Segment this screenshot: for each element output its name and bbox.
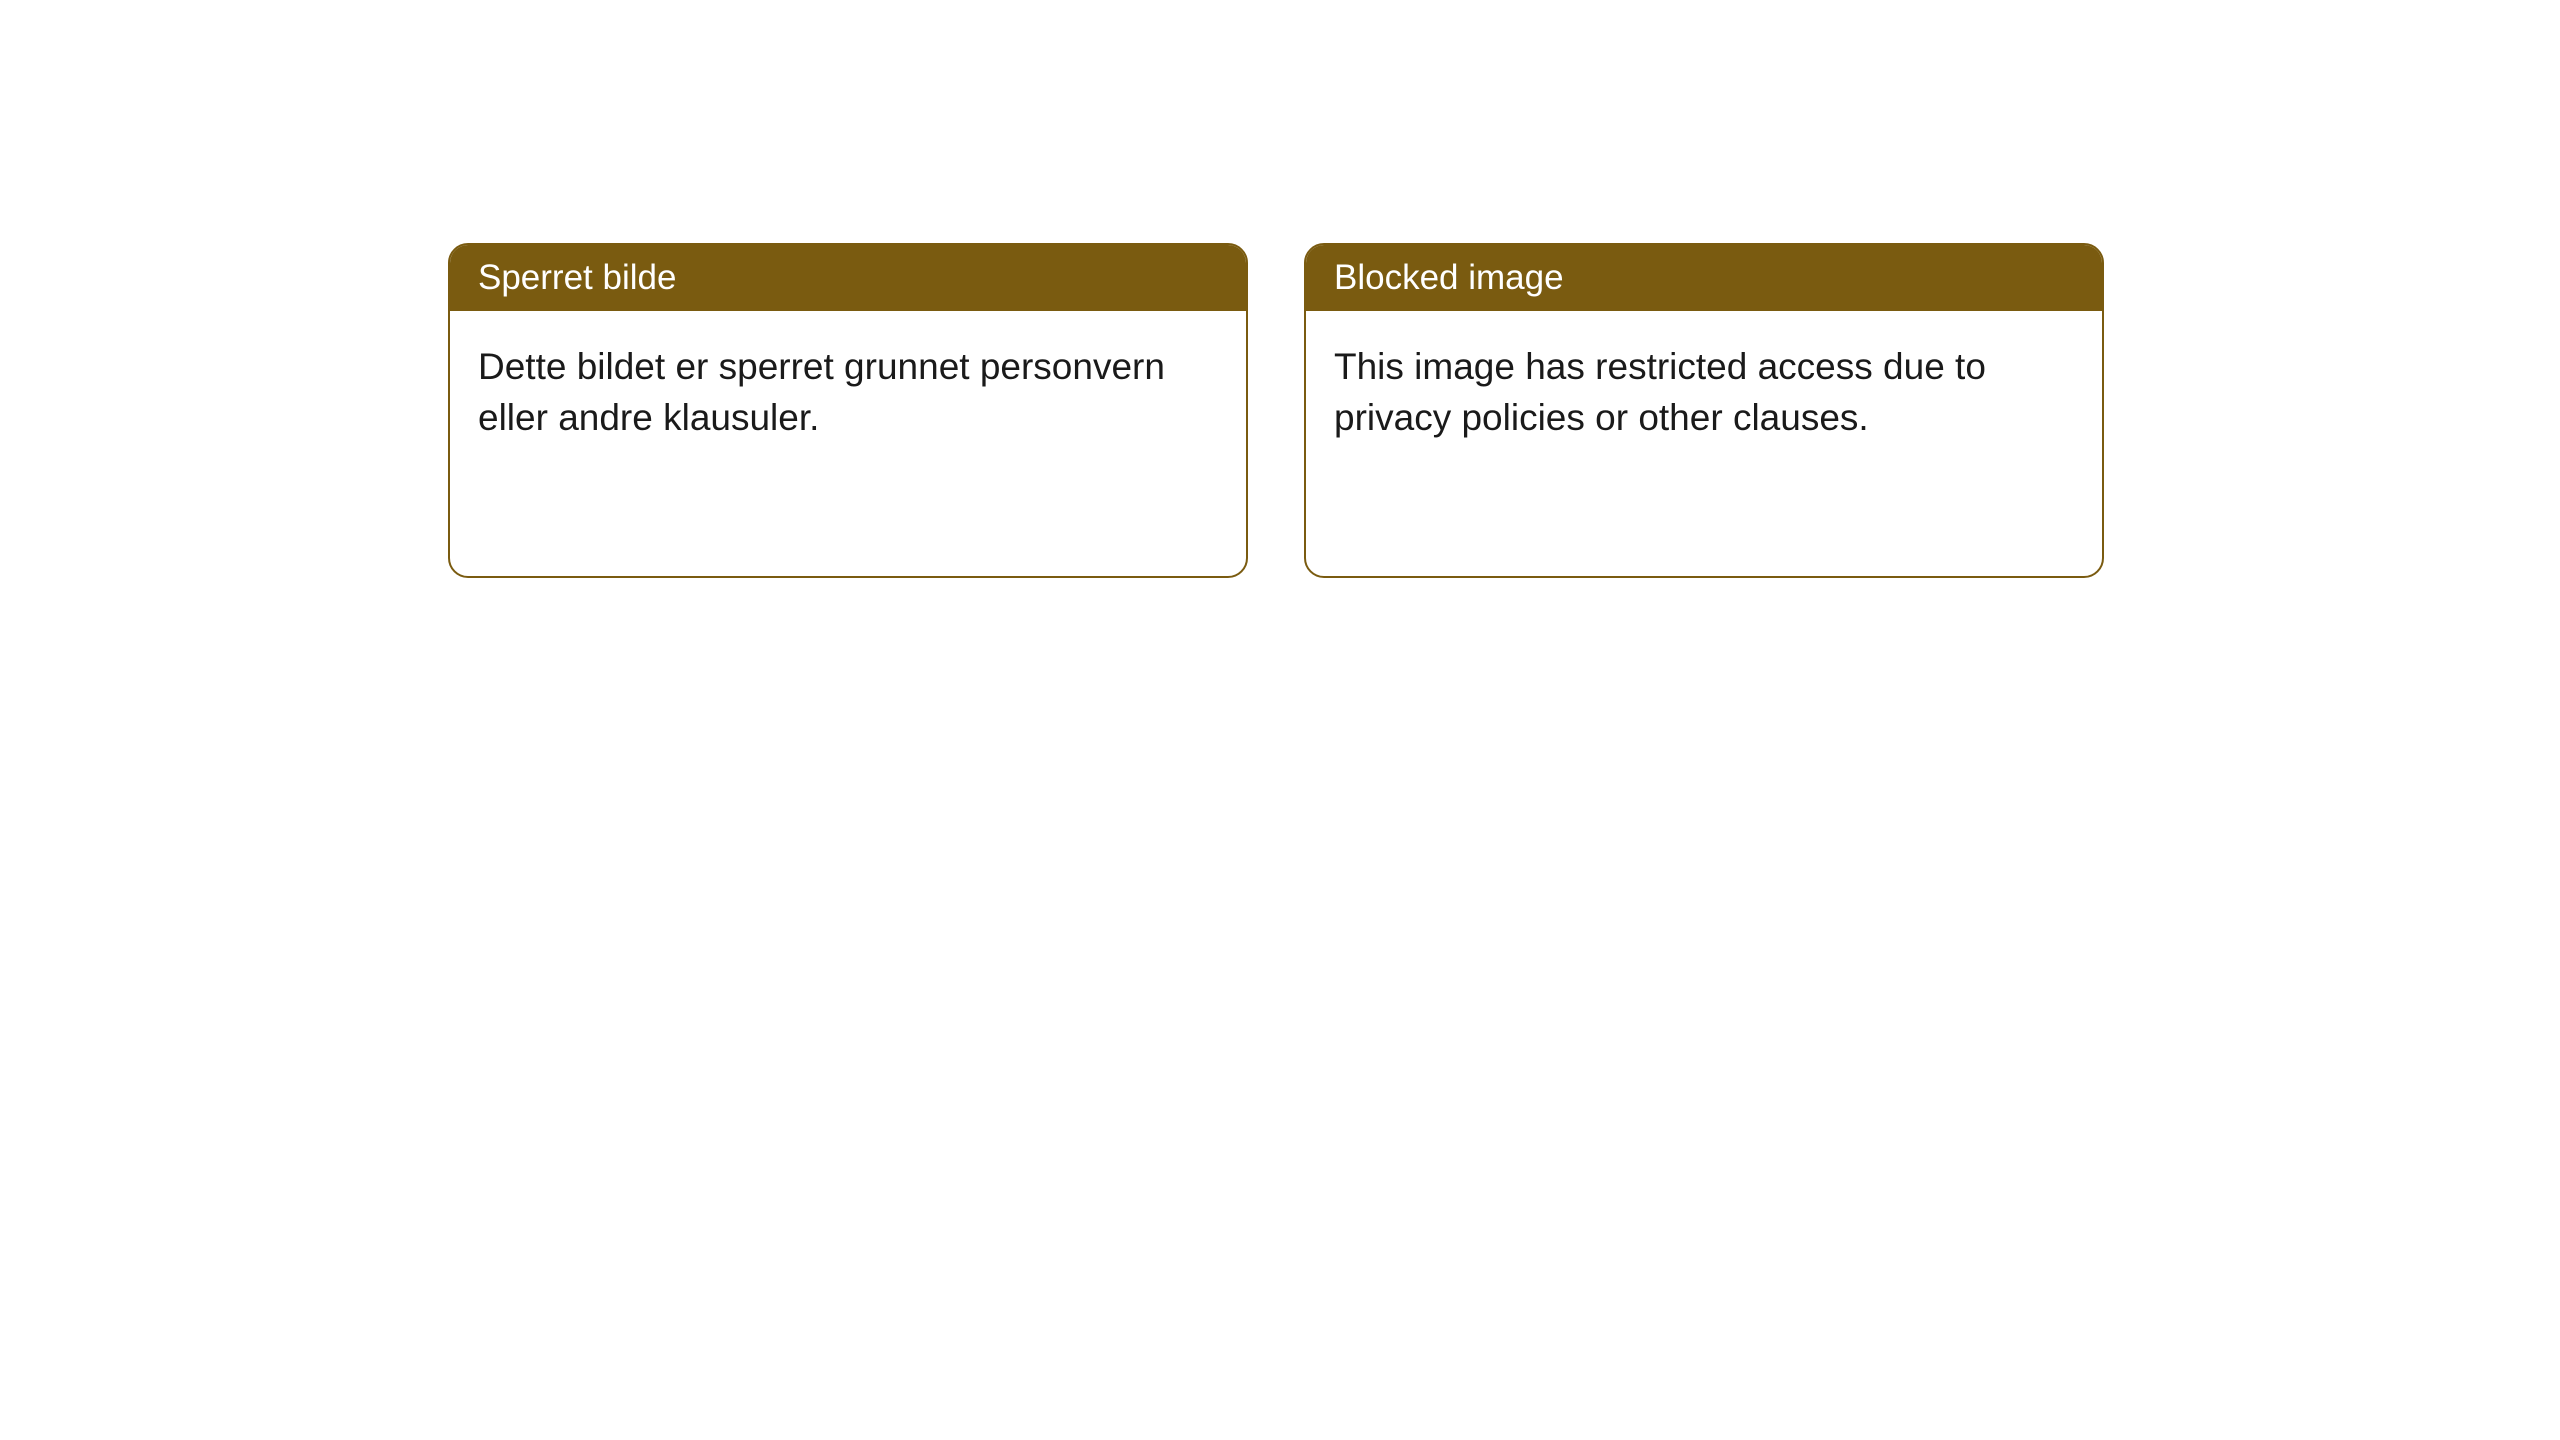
notice-title: Blocked image: [1334, 258, 1564, 297]
notice-header: Sperret bilde: [450, 245, 1246, 311]
notice-body-text: Dette bildet er sperret grunnet personve…: [478, 346, 1165, 439]
notice-body: Dette bildet er sperret grunnet personve…: [450, 311, 1246, 475]
notice-header: Blocked image: [1306, 245, 2102, 311]
notice-body: This image has restricted access due to …: [1306, 311, 2102, 475]
notice-card-norwegian: Sperret bilde Dette bildet er sperret gr…: [448, 243, 1248, 578]
notice-body-text: This image has restricted access due to …: [1334, 346, 1986, 439]
notice-card-english: Blocked image This image has restricted …: [1304, 243, 2104, 578]
notice-title: Sperret bilde: [478, 258, 676, 297]
blocked-image-notices: Sperret bilde Dette bildet er sperret gr…: [448, 243, 2104, 578]
